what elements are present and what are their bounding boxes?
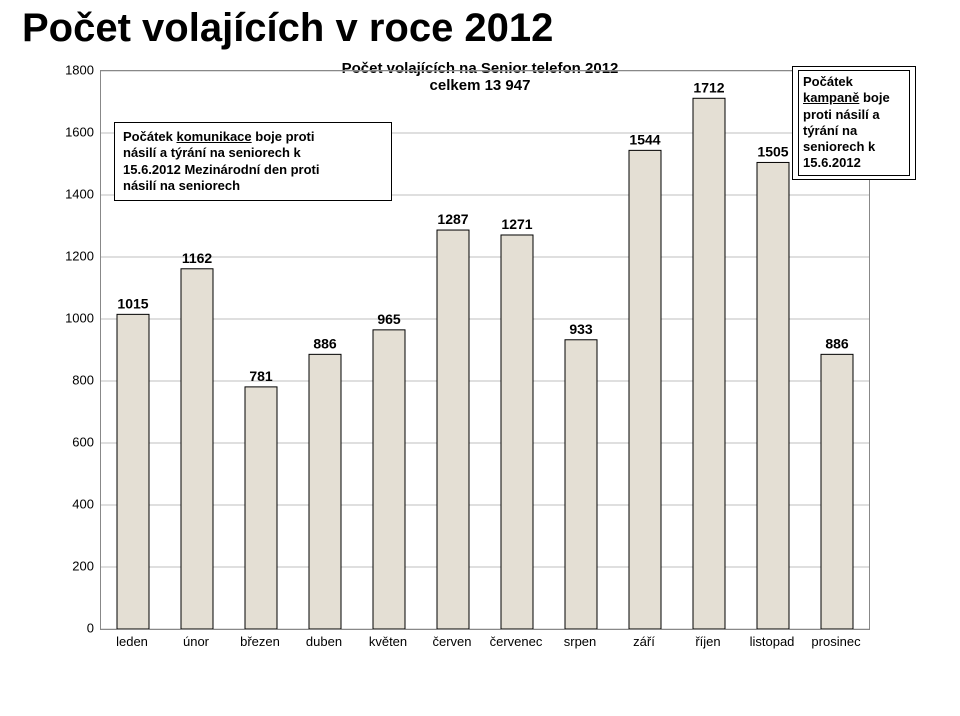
bar-value-label: 1287 xyxy=(437,211,468,227)
y-axis-labels: 020040060080010001200140016001800 xyxy=(50,70,100,630)
annotation-left-line3: 15.6.2012 Mezinárodní den proti xyxy=(123,162,383,178)
bar xyxy=(309,354,341,629)
annotation-right-l3: proti násilí a xyxy=(803,107,905,123)
y-tick-label: 1600 xyxy=(65,125,94,140)
bar xyxy=(373,330,405,629)
x-tick-label: září xyxy=(633,634,655,649)
x-axis-labels: leden únor březen duben květen červen červenec… xyxy=(100,634,870,654)
y-tick-label: 1400 xyxy=(65,187,94,202)
y-tick-label: 200 xyxy=(72,559,94,574)
y-tick-label: 1000 xyxy=(65,311,94,326)
bar-value-label: 781 xyxy=(249,368,273,384)
x-tick-label: srpen xyxy=(564,634,597,649)
annotation-left-line2: násilí a týrání na seniorech k xyxy=(123,145,383,161)
bar xyxy=(245,387,277,629)
y-tick-label: 400 xyxy=(72,497,94,512)
annotation-left-prefix: Počátek xyxy=(123,129,176,144)
y-tick-label: 0 xyxy=(87,621,94,636)
bar-value-label: 1015 xyxy=(117,295,148,311)
annotation-left-suffix1: boje proti xyxy=(252,129,315,144)
annotation-left: Počátek komunikace boje proti násilí a t… xyxy=(114,122,392,201)
y-tick-label: 800 xyxy=(72,373,94,388)
annotation-left-underlined: komunikace xyxy=(176,129,251,144)
annotation-right-l1: Počátek xyxy=(803,74,905,90)
bar xyxy=(821,354,853,629)
bar xyxy=(181,269,213,629)
bar-value-label: 1271 xyxy=(501,216,532,232)
bar xyxy=(117,314,149,629)
x-tick-label: duben xyxy=(306,634,342,649)
x-tick-label: prosinec xyxy=(811,634,860,649)
annotation-right-l2rest: boje xyxy=(859,90,889,105)
bar xyxy=(629,150,661,629)
x-tick-label: červen xyxy=(432,634,471,649)
x-tick-label: listopad xyxy=(750,634,795,649)
bar-value-label: 933 xyxy=(569,321,593,337)
y-tick-label: 1800 xyxy=(65,63,94,78)
annotation-right-l5: seniorech k xyxy=(803,139,905,155)
bar-value-label: 1162 xyxy=(182,250,213,266)
bar xyxy=(565,340,597,629)
annotation-right-l2u: kampaně xyxy=(803,90,859,105)
annotation-right-l4: týrání na xyxy=(803,123,905,139)
annotation-left-line4: násilí na seniorech xyxy=(123,178,383,194)
annotation-right-outer: Počátek kampaně boje proti násilí a týrá… xyxy=(792,66,916,180)
bar xyxy=(757,162,789,629)
x-tick-label: březen xyxy=(240,634,280,649)
x-tick-label: červenec xyxy=(490,634,543,649)
chart-area: Počet volajících na Senior telefon 2012 … xyxy=(50,70,930,690)
bar-value-label: 886 xyxy=(825,335,849,351)
bar-value-label: 886 xyxy=(313,335,337,351)
page-title: Počet volajících v roce 2012 xyxy=(22,6,553,51)
y-tick-label: 600 xyxy=(72,435,94,450)
bar xyxy=(437,230,469,629)
bar-value-label: 1712 xyxy=(693,79,724,95)
bar xyxy=(501,235,533,629)
bar xyxy=(693,98,725,629)
y-tick-label: 1200 xyxy=(65,249,94,264)
x-tick-label: říjen xyxy=(695,634,720,649)
x-tick-label: únor xyxy=(183,634,209,649)
bar-value-label: 965 xyxy=(377,311,401,327)
annotation-right-l6: 15.6.2012 xyxy=(803,155,905,171)
bar-value-label: 1544 xyxy=(629,131,660,147)
bar-value-label: 1505 xyxy=(757,143,788,159)
x-tick-label: leden xyxy=(116,634,148,649)
x-tick-label: květen xyxy=(369,634,407,649)
